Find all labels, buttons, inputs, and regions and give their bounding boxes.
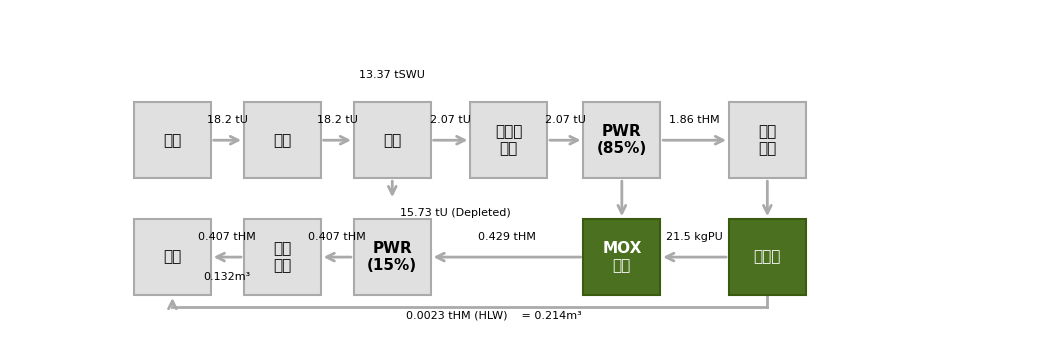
Text: 2.07 tU: 2.07 tU	[544, 115, 586, 125]
Text: 0.0023 tHM (HLW)    = 0.214m³: 0.0023 tHM (HLW) = 0.214m³	[406, 310, 582, 320]
Text: PWR
(85%): PWR (85%)	[597, 124, 647, 156]
Bar	[354, 219, 431, 295]
Text: 18.2 tU: 18.2 tU	[207, 115, 248, 125]
Bar	[244, 102, 321, 178]
Text: 0.407 tHM: 0.407 tHM	[309, 232, 366, 242]
Text: 0.132m³: 0.132m³	[203, 272, 251, 282]
Bar	[470, 102, 548, 178]
Text: 중간
저장: 중간 저장	[273, 241, 291, 273]
Text: 채광: 채광	[164, 133, 181, 148]
Bar	[583, 102, 660, 178]
Bar	[244, 219, 321, 295]
Text: 13.37 tSWU: 13.37 tSWU	[360, 70, 426, 80]
Text: PWR
(15%): PWR (15%)	[367, 241, 417, 273]
Text: 2.07 tU: 2.07 tU	[430, 115, 470, 125]
Text: 변환: 변환	[273, 133, 291, 148]
Text: 처분: 처분	[164, 250, 181, 265]
Bar	[729, 102, 806, 178]
Text: 핵연료
제조: 핵연료 제조	[495, 124, 523, 156]
Text: 15.73 tU (Depleted): 15.73 tU (Depleted)	[401, 208, 511, 218]
Text: 1.86 tHM: 1.86 tHM	[670, 115, 720, 125]
Bar	[134, 219, 211, 295]
Text: MOX
제조: MOX 제조	[602, 241, 641, 273]
Bar	[729, 219, 806, 295]
Text: 재처리: 재처리	[754, 250, 781, 265]
Bar	[134, 102, 211, 178]
Text: 농축: 농축	[383, 133, 402, 148]
Bar	[354, 102, 431, 178]
Text: 중간
저장: 중간 저장	[758, 124, 776, 156]
Text: 21.5 kgPU: 21.5 kgPU	[666, 232, 723, 242]
Text: 0.429 tHM: 0.429 tHM	[478, 232, 536, 242]
Text: 18.2 tU: 18.2 tU	[317, 115, 358, 125]
Text: 0.407 tHM: 0.407 tHM	[198, 232, 257, 242]
Bar	[583, 219, 660, 295]
